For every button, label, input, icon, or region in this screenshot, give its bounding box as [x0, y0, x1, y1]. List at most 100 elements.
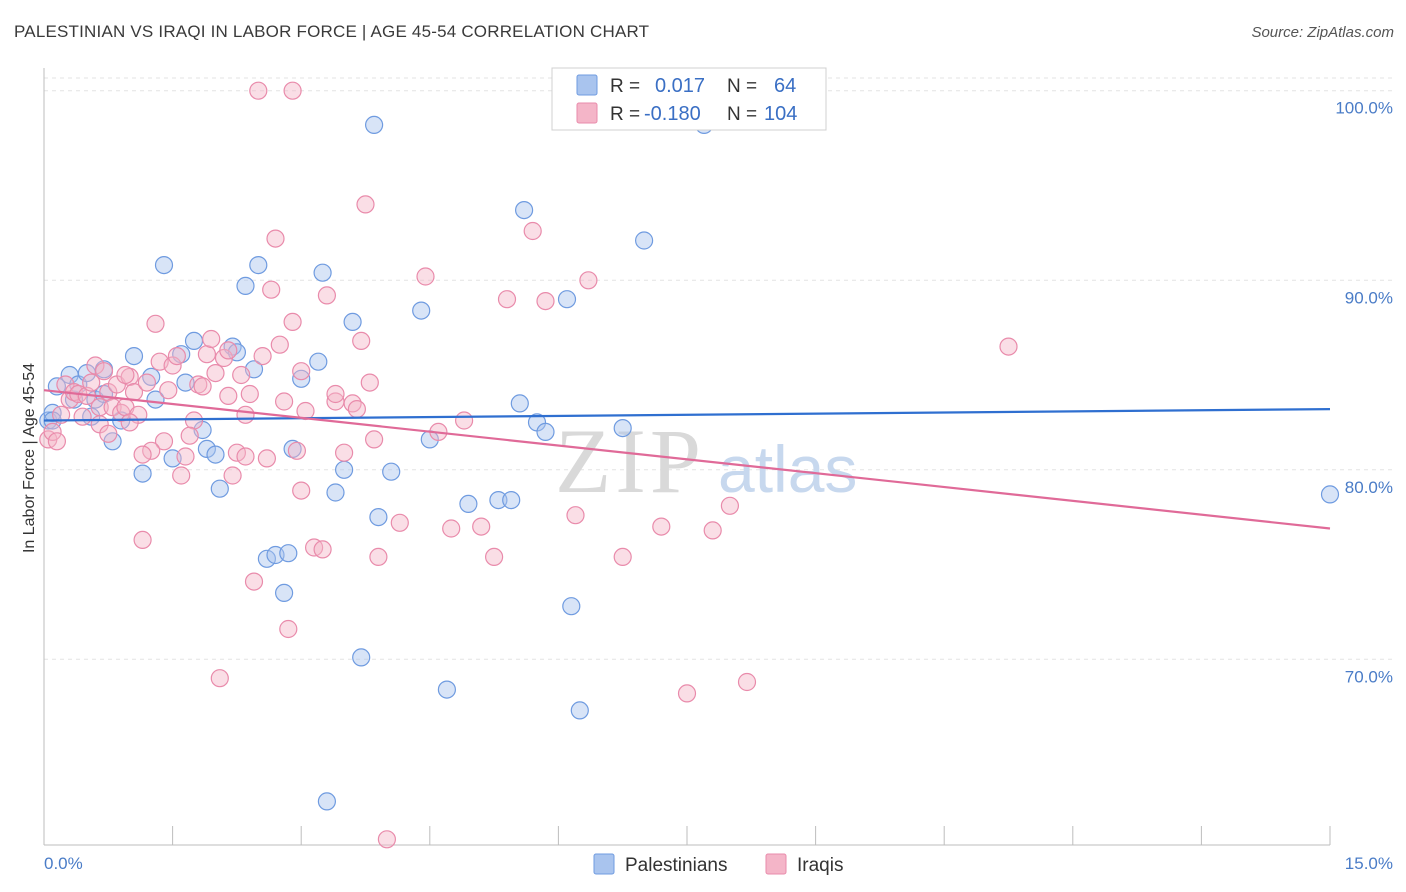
- iraqis-point: [313, 540, 332, 559]
- iraqis-point: [176, 447, 195, 466]
- palestinians-point: [489, 491, 508, 510]
- iraqis-point: [283, 81, 302, 100]
- iraqis-point: [99, 424, 118, 443]
- iraqis-point: [335, 443, 354, 462]
- iraqis-point: [579, 271, 598, 290]
- palestinians-point: [275, 583, 294, 603]
- bottom-legend-swatch-palestinians: [593, 853, 615, 875]
- iraqis-point: [47, 432, 67, 451]
- iraqis-point: [167, 347, 186, 366]
- iraqis-point: [236, 405, 255, 424]
- watermark-atlas: atlas: [718, 432, 857, 506]
- iraqis-point: [737, 672, 757, 692]
- iraqis-point: [292, 481, 311, 500]
- y-axis-title: In Labor Force | Age 45-54: [21, 363, 38, 553]
- legend-n-value: 104: [764, 103, 797, 125]
- palestinians-point: [365, 115, 384, 135]
- palestinians-point: [206, 445, 225, 464]
- palestinians-point: [335, 460, 354, 479]
- palestinians-point: [536, 422, 555, 441]
- legend-r-label: R =: [610, 76, 640, 97]
- iraqis-point: [163, 356, 182, 375]
- iraqis-point: [652, 517, 671, 536]
- palestinians-point: [412, 301, 431, 320]
- iraqis-point: [497, 290, 517, 309]
- iraqis-point: [352, 331, 371, 350]
- palestinians-point: [292, 369, 311, 388]
- iraqis-point: [356, 195, 375, 214]
- watermark: ZIP atlas: [555, 410, 857, 512]
- iraqis-point: [287, 441, 306, 460]
- iraqis-point: [197, 345, 216, 364]
- legend-r-value: -0.180: [644, 103, 701, 125]
- palestinians-point: [557, 290, 577, 309]
- palestinians-point: [133, 464, 152, 483]
- iraqis-point: [146, 314, 165, 333]
- iraqis-point: [275, 392, 294, 411]
- legend-box: R = 0.017 N = 64 R = -0.180 N = 104: [551, 67, 827, 131]
- palestinians-point: [343, 312, 362, 331]
- iraqis-point: [180, 426, 199, 445]
- palestinians-point: [613, 419, 632, 438]
- iraqis-point: [249, 81, 268, 100]
- iraqis-point: [566, 506, 585, 525]
- palestinians-point: [146, 390, 165, 409]
- iraqis-point: [720, 496, 740, 515]
- y-tick-label: 80.0%: [1345, 478, 1393, 497]
- palestinians-point: [514, 201, 534, 220]
- palestinians-point: [210, 479, 229, 498]
- iraqis-point: [472, 517, 491, 536]
- iraqis-point: [292, 362, 311, 381]
- iraqis-point: [142, 441, 161, 460]
- palestinians-point: [502, 491, 521, 510]
- iraqis-point: [360, 373, 379, 392]
- trend-lines: [43, 389, 1331, 530]
- iraqis-point: [253, 347, 272, 366]
- legend-swatch-palestinians: [576, 74, 598, 96]
- x-tick-labels: 0.0% 15.0%: [44, 854, 1393, 873]
- iraqis-point: [206, 364, 225, 383]
- palestinians-point: [317, 792, 336, 811]
- palestinians-point: [437, 680, 456, 699]
- y-tick-label: 100.0%: [1335, 99, 1393, 118]
- iraqis-point: [416, 267, 435, 286]
- iraqis-point: [82, 373, 101, 392]
- iraqis-point: [73, 407, 92, 426]
- iraqis-point: [133, 445, 152, 464]
- iraqis-point: [94, 362, 114, 381]
- iraqis-point: [442, 519, 461, 538]
- chart-title: PALESTINIAN VS IRAQI IN LABOR FORCE | AG…: [14, 22, 650, 41]
- palestinians-point: [249, 256, 268, 275]
- palestinians-point: [124, 347, 144, 366]
- iraqis-point: [202, 329, 221, 349]
- legend-n-label: N =: [727, 104, 757, 125]
- y-tick-label: 90.0%: [1345, 288, 1393, 307]
- palestinians-point: [326, 483, 345, 502]
- bottom-legend-iraqis: Iraqis: [797, 855, 843, 876]
- iraqis-point: [266, 229, 285, 248]
- iraqis-point: [377, 830, 396, 849]
- x-tick-label: 0.0%: [44, 854, 83, 873]
- palestinians-point: [562, 597, 581, 616]
- iraqis-point: [270, 335, 289, 354]
- palestinians-point: [154, 256, 174, 275]
- palestinians-point: [570, 701, 589, 720]
- palestinians-point: [257, 549, 276, 568]
- legend-n-value: 64: [774, 75, 796, 97]
- iraqis-point: [120, 413, 139, 432]
- iraqis-point: [232, 365, 251, 385]
- iraqis-point: [455, 411, 474, 430]
- legend-swatch-iraqis: [576, 102, 598, 124]
- iraqis-point: [219, 341, 238, 360]
- iraqis-point: [523, 221, 542, 241]
- iraqis-point: [43, 422, 62, 441]
- iraqis-point: [613, 547, 632, 567]
- palestinians-point: [236, 276, 255, 295]
- palestinians-point: [1320, 485, 1340, 504]
- palestinians-point: [352, 648, 371, 667]
- legend-n-label: N =: [727, 76, 757, 97]
- y-tick-labels: 70.0% 80.0% 90.0% 100.0%: [1335, 99, 1393, 687]
- chart-source: Source: ZipAtlas.com: [1251, 24, 1394, 41]
- iraqis-point: [133, 530, 152, 550]
